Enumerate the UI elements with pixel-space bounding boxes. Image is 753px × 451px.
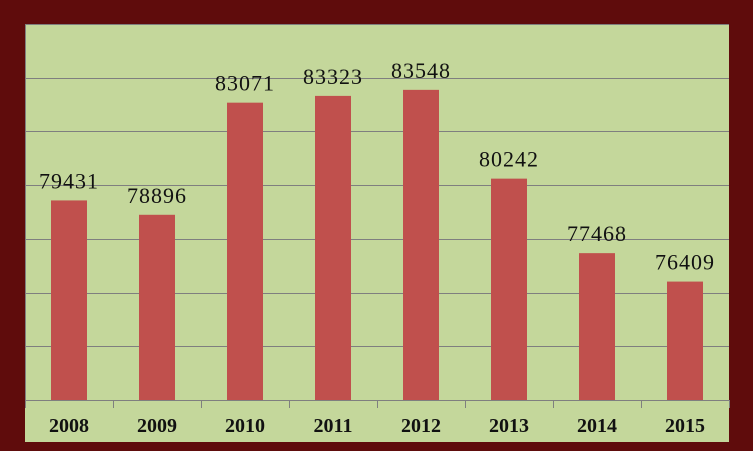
bar-2008 (51, 200, 87, 400)
x-tick-label-2013: 2013 (489, 415, 529, 437)
bar-2015 (667, 281, 703, 400)
data-label-2009: 78896 (127, 183, 187, 208)
data-label-2015: 76409 (655, 250, 715, 275)
bar-2012 (403, 89, 439, 401)
data-label-2012: 83548 (391, 58, 451, 83)
x-axis (25, 24, 730, 408)
bar-2013 (491, 178, 527, 400)
bar-2014 (579, 253, 615, 400)
data-label-2011: 83323 (303, 64, 363, 89)
x-tick-label-2008: 2008 (49, 415, 89, 437)
x-tick-label-2015: 2015 (665, 415, 705, 437)
data-label-2013: 80242 (479, 147, 539, 172)
x-tick-labels: 2008 2009 2010 2011 2012 2013 2014 2015 (49, 415, 705, 437)
x-tick-label-2009: 2009 (137, 415, 177, 437)
x-tick-label-2014: 2014 (577, 415, 617, 437)
data-label-2010: 83071 (215, 71, 275, 96)
x-tick-label-2010: 2010 (225, 415, 265, 437)
bar-2010 (227, 102, 263, 400)
x-tick-label-2011: 2011 (314, 415, 353, 437)
bar-2009 (139, 214, 175, 400)
data-label-2014: 77468 (567, 221, 627, 246)
x-tick-label-2012: 2012 (401, 415, 441, 437)
data-label-2008: 79431 (39, 168, 99, 193)
bars (51, 89, 703, 401)
data-labels: 79431 78896 83071 83323 83548 80242 77468 76409 (39, 58, 715, 275)
bar-2011 (315, 95, 351, 400)
